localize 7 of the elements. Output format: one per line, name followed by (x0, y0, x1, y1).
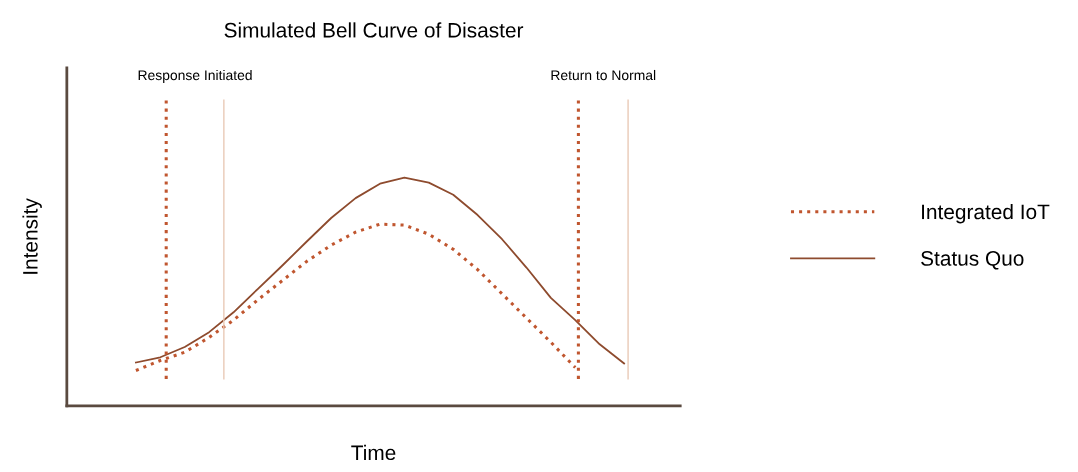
text: Response Initiated (138, 69, 252, 83)
y-axis-title: Intensity (22, 198, 42, 274)
text: Return to Normal (551, 69, 656, 81)
legend-label: Status Quo (921, 251, 1024, 270)
legend-label: Integrated IoT (922, 203, 1050, 224)
x-axis-title: Time (351, 444, 396, 461)
chart-title: Simulated Bell Curve of Disaster (224, 22, 524, 38)
